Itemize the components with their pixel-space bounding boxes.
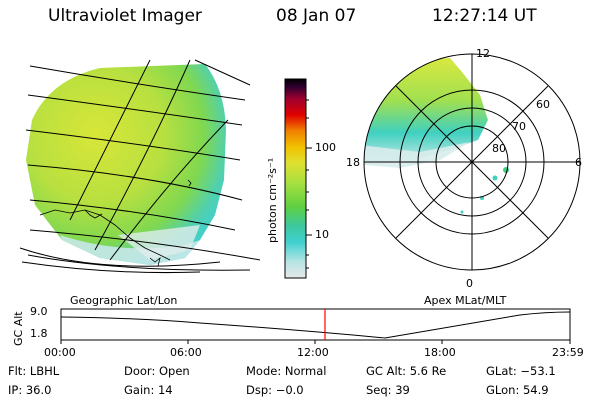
colorbar-tick-100: 100 (315, 141, 336, 154)
meta-glat: GLat: −53.1 (486, 364, 556, 378)
mlt-label-12: 12 (476, 47, 490, 60)
time-tick-0000: 00:00 (44, 346, 76, 359)
lat-label-80: 80 (492, 142, 506, 155)
colorbar-tick-10: 10 (315, 228, 329, 241)
instrument-title: Ultraviolet Imager (48, 6, 202, 26)
mlt-label-18: 18 (346, 156, 360, 169)
time-tick-2359: 23:59 (552, 346, 584, 359)
time-tick-1800: 18:00 (424, 346, 456, 359)
meta-ip: IP: 36.0 (8, 383, 52, 397)
time-tick-1200: 12:00 (297, 346, 329, 359)
mlt-label-0: 0 (466, 277, 473, 290)
image-time: 12:27:14 UT (432, 6, 537, 26)
colorbar-unit-label: photon cm⁻²s⁻¹ (266, 157, 279, 243)
meta-glon: GLon: 54.9 (486, 383, 549, 397)
altitude-tick-1-8: 1.8 (30, 327, 48, 340)
meta-filter: Flt: LBHL (8, 364, 60, 378)
meta-door: Door: Open (124, 364, 190, 378)
geographic-grid (19, 59, 261, 274)
polar-plot (363, 53, 581, 271)
lat-label-60: 60 (536, 98, 550, 111)
image-date: 08 Jan 07 (276, 6, 357, 26)
colorbar (284, 78, 312, 279)
meta-seq: Seq: 39 (366, 383, 410, 397)
apex-projection-label: Apex MLat/MLT (424, 294, 507, 307)
meta-mode: Mode: Normal (246, 364, 327, 378)
coastline (39, 179, 192, 267)
geographic-projection-label: Geographic Lat/Lon (70, 294, 178, 307)
meta-gc-alt: GC Alt: 5.6 Re (366, 364, 447, 378)
mlt-label-6: 6 (575, 156, 582, 169)
altitude-strip (60, 308, 571, 344)
time-tick-0600: 06:00 (170, 346, 202, 359)
altitude-tick-9: 9.0 (30, 305, 48, 318)
altitude-axis-label: GC Alt (12, 311, 25, 346)
meta-gain: Gain: 14 (124, 383, 173, 397)
lat-label-70: 70 (512, 120, 526, 133)
meta-dsp: Dsp: −0.0 (246, 383, 304, 397)
